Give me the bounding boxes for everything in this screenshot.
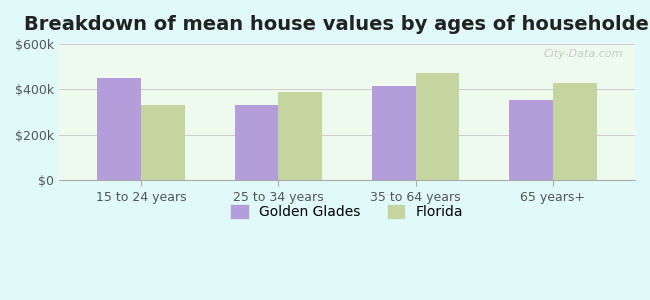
Text: City-Data.com: City-Data.com [544, 49, 623, 59]
Bar [235, 105, 278, 180]
Bar [552, 82, 597, 180]
Bar [98, 78, 141, 180]
Bar [415, 74, 460, 180]
Bar [372, 86, 415, 180]
Bar [509, 100, 552, 180]
Title: Breakdown of mean house values by ages of householders: Breakdown of mean house values by ages o… [24, 15, 650, 34]
Legend: Golden Glades, Florida: Golden Glades, Florida [226, 200, 469, 225]
Bar [141, 105, 185, 180]
Bar [278, 92, 322, 180]
